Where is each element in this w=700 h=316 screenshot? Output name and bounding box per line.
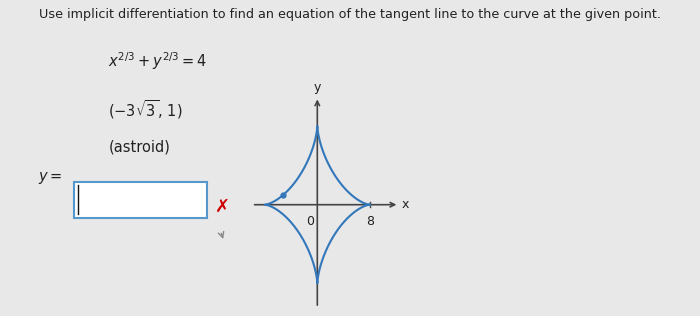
- Text: $y =$: $y =$: [38, 170, 63, 186]
- Text: ✗: ✗: [215, 198, 230, 216]
- FancyBboxPatch shape: [74, 182, 206, 218]
- Text: 8: 8: [365, 215, 374, 228]
- Text: Use implicit differentiation to find an equation of the tangent line to the curv: Use implicit differentiation to find an …: [39, 8, 661, 21]
- Text: x: x: [401, 198, 409, 211]
- Text: $x^{2/3} + y^{2/3} = 4$: $x^{2/3} + y^{2/3} = 4$: [108, 51, 208, 72]
- Text: (astroid): (astroid): [108, 139, 170, 154]
- Text: y: y: [314, 81, 321, 94]
- Text: $(-3\sqrt{3},\, 1)$: $(-3\sqrt{3},\, 1)$: [108, 98, 183, 121]
- Text: 0: 0: [306, 215, 314, 228]
